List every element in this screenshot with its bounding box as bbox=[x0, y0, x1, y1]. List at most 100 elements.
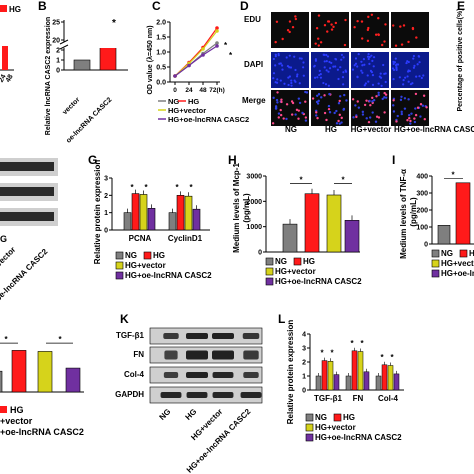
micro-cell bbox=[371, 96, 374, 100]
micro-cell bbox=[272, 72, 276, 75]
c-legend-label: HG+vector bbox=[168, 106, 206, 115]
micro-cell bbox=[275, 98, 279, 102]
legend-label: HG bbox=[9, 5, 21, 14]
g-plot: 0 1 2 3 * * PCNA * * CyclinD1 bbox=[104, 176, 210, 243]
g-ylabel: Relative protein expression bbox=[93, 160, 102, 265]
blot-band bbox=[242, 333, 260, 339]
micro-cell bbox=[338, 113, 342, 117]
micro-cell bbox=[280, 100, 283, 104]
micro-cell bbox=[412, 57, 415, 60]
micro-cell bbox=[356, 75, 359, 78]
micro-cell bbox=[343, 93, 346, 97]
micro-cell bbox=[417, 55, 421, 58]
micro-cell bbox=[327, 84, 330, 87]
a2-significance: * bbox=[58, 335, 62, 344]
tick-fragment: 24 bbox=[0, 73, 8, 83]
c-series-line bbox=[174, 30, 218, 77]
micro-cell bbox=[367, 120, 371, 124]
h-tick-label: 2000 bbox=[246, 199, 262, 206]
c-tick-label: 2.0 bbox=[156, 20, 166, 27]
h-ylabel: Medium levels of Mcp-1 bbox=[232, 163, 241, 253]
micro-cell bbox=[369, 69, 373, 72]
micro-cell bbox=[413, 117, 416, 120]
h-tick-label: 1000 bbox=[246, 224, 262, 231]
micro-cell bbox=[383, 96, 386, 99]
g-bar bbox=[168, 212, 177, 231]
micro-cell bbox=[361, 71, 364, 74]
micro-cell bbox=[275, 20, 279, 24]
micro-cell bbox=[367, 26, 370, 30]
micro-cell bbox=[274, 40, 277, 44]
micro-cell bbox=[328, 111, 332, 114]
micro-cell bbox=[371, 83, 375, 86]
micro-image bbox=[311, 12, 349, 48]
legend-label: +oe-lncRNA CASC2 bbox=[0, 427, 84, 437]
micro-cell bbox=[294, 113, 297, 116]
blot-band bbox=[243, 372, 259, 378]
c-point bbox=[215, 41, 219, 45]
micro-cell bbox=[334, 65, 337, 68]
micro-cell bbox=[413, 64, 416, 67]
i-plot: 0 100 200 300 400 * bbox=[416, 171, 474, 249]
micro-cell bbox=[418, 75, 421, 78]
micro-cell bbox=[317, 93, 321, 96]
panel-label-g: G bbox=[88, 153, 97, 167]
micro-cell bbox=[392, 78, 395, 81]
micro-cell bbox=[356, 65, 359, 68]
blot-band bbox=[186, 350, 208, 360]
micro-cell bbox=[337, 102, 341, 105]
micro-cell bbox=[302, 61, 305, 64]
c-point bbox=[215, 44, 219, 48]
micro-cell bbox=[379, 76, 383, 79]
h-bar bbox=[304, 193, 320, 253]
panel-e: E Percentage of positive cells(%) bbox=[457, 0, 465, 112]
blot-fragment-label: G bbox=[0, 234, 7, 244]
b-category-label: vector bbox=[62, 96, 82, 116]
i-legend-label: NG bbox=[441, 249, 453, 258]
micro-cell bbox=[377, 17, 380, 20]
l-legend-label: HG bbox=[343, 413, 355, 422]
micro-cell bbox=[344, 69, 347, 72]
blot-band bbox=[186, 333, 208, 339]
micro-cell bbox=[316, 94, 319, 97]
micro-cell bbox=[271, 122, 275, 125]
micro-cell bbox=[330, 23, 333, 26]
l-bar bbox=[363, 371, 370, 391]
c-axis: 0.0 0.5 1.0 1.5 2.0 0 24 48 72(h) bbox=[156, 20, 225, 95]
micro-cell bbox=[396, 114, 399, 118]
micro-cell bbox=[383, 91, 386, 95]
micro-cell bbox=[354, 104, 357, 107]
k-blot bbox=[149, 327, 263, 404]
micro-cell bbox=[375, 95, 378, 98]
micro-cell bbox=[323, 60, 326, 63]
micro-cell bbox=[304, 90, 307, 94]
micro-cell bbox=[355, 115, 358, 119]
micro-cell bbox=[371, 59, 374, 62]
i-significance: * bbox=[451, 171, 455, 180]
micro-cell bbox=[277, 112, 281, 115]
micro-cell bbox=[304, 119, 308, 122]
micro-cell bbox=[294, 68, 297, 72]
micro-cell bbox=[407, 40, 410, 44]
g-bar bbox=[139, 194, 148, 231]
micro-cell bbox=[421, 104, 425, 107]
micro-cell bbox=[356, 100, 359, 103]
h-legend-swatch bbox=[265, 277, 274, 286]
micro-cell bbox=[402, 24, 406, 27]
l-bar bbox=[327, 361, 334, 391]
b-axis-break bbox=[59, 39, 69, 45]
l-bar bbox=[387, 365, 394, 391]
l-legend-swatch bbox=[305, 433, 314, 442]
micro-cell bbox=[323, 24, 327, 27]
a2-bar bbox=[11, 350, 27, 393]
micro-cell bbox=[410, 112, 413, 115]
micro-cell bbox=[279, 113, 283, 117]
micro-cell bbox=[393, 61, 397, 64]
g-bar bbox=[176, 195, 185, 231]
micro-cell bbox=[325, 60, 328, 63]
micro-cell bbox=[272, 77, 275, 80]
h-tick-label: 3000 bbox=[246, 174, 262, 181]
micro-cell bbox=[367, 80, 370, 83]
micro-cell bbox=[332, 25, 335, 29]
